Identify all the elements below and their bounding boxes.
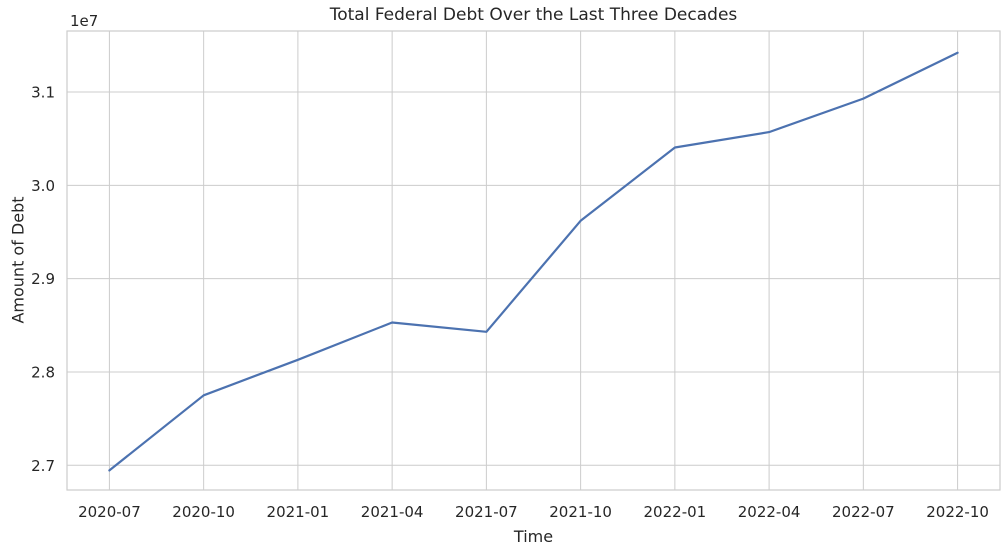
y-axis-label: Amount of Debt — [8, 196, 28, 324]
x-tick-label: 2022-01 — [644, 503, 707, 521]
x-tick-label: 2021-01 — [267, 503, 330, 521]
debt-line-series — [108, 51, 959, 472]
y-axis-offset-label: 1e7 — [70, 12, 99, 30]
x-tick-label: 2020-10 — [172, 503, 235, 521]
y-tick-label: 2.9 — [31, 270, 55, 288]
x-axis-label: Time — [513, 527, 554, 546]
y-tick-label: 3.0 — [31, 177, 55, 195]
y-tick-label: 3.1 — [31, 84, 55, 102]
x-tick-label: 2021-07 — [455, 503, 518, 521]
chart-title: Total Federal Debt Over the Last Three D… — [329, 5, 738, 25]
x-tick-label: 2022-07 — [832, 503, 895, 521]
x-tick-label: 2021-04 — [361, 503, 424, 521]
y-tick-label: 2.8 — [31, 363, 55, 381]
x-tick-label: 2022-04 — [738, 503, 801, 521]
x-tick-label: 2021-10 — [549, 503, 612, 521]
x-tick-label: 2020-07 — [78, 503, 141, 521]
plot-border — [66, 30, 1001, 491]
x-tick-label: 2022-10 — [926, 503, 989, 521]
y-tick-label: 2.7 — [31, 457, 55, 475]
